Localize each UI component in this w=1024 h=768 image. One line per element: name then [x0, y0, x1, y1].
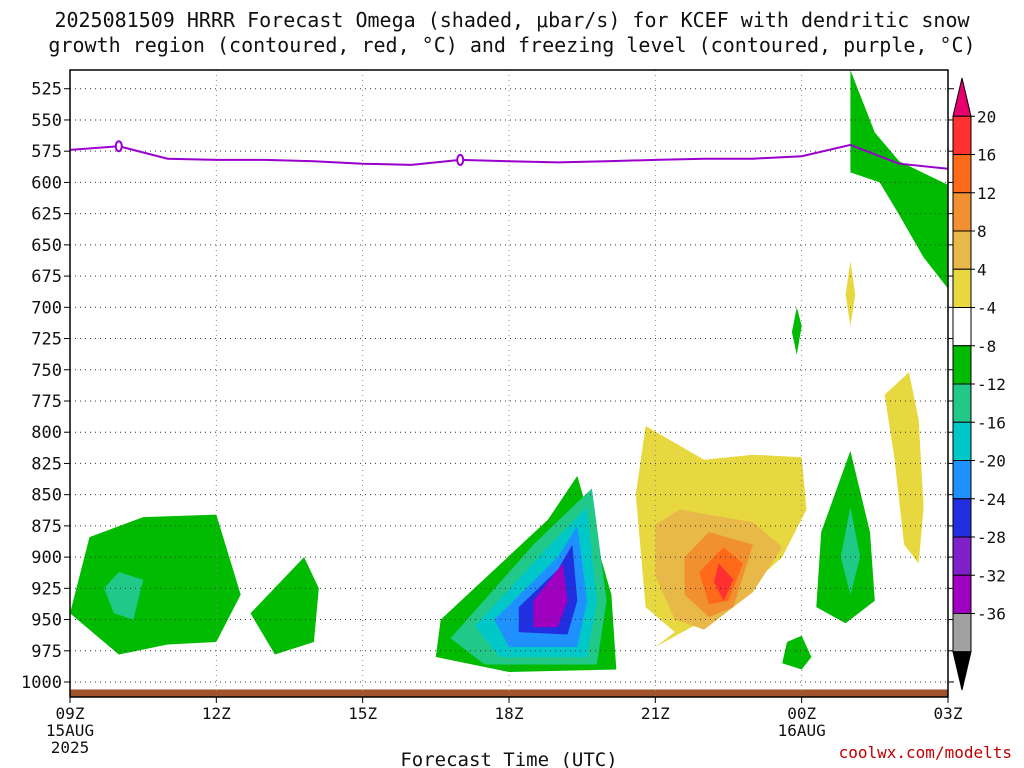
credit-text: coolwx.com/modelts	[838, 743, 1012, 762]
colorbar-swatch	[952, 613, 972, 653]
colorbar-swatch	[952, 498, 972, 538]
y-tick-label: 975	[31, 642, 62, 662]
x-tick-label: 09Z	[56, 704, 85, 723]
omega-region-neg12	[840, 507, 861, 595]
colorbar-label: -24	[977, 490, 1006, 509]
y-tick-label: 925	[31, 579, 62, 599]
omega-region-neg8	[782, 635, 812, 670]
colorbar-label: -8	[977, 337, 996, 356]
x-tick-label: 03Z	[934, 704, 963, 723]
freezing-level-label-mark	[456, 153, 465, 166]
colorbar-label: 4	[977, 260, 987, 279]
y-tick-label: 675	[31, 267, 62, 287]
x-tick-date: 16AUG	[778, 721, 826, 740]
colorbar-label: -28	[977, 528, 1006, 547]
omega-region-neg8	[850, 70, 948, 289]
x-tick-label: 21Z	[641, 704, 670, 723]
colorbar-label: -12	[977, 375, 1006, 394]
y-tick-label: 875	[31, 517, 62, 537]
y-tick-label: 550	[31, 111, 62, 131]
x-tick-year: 2025	[51, 738, 90, 757]
colorbar-label: 12	[977, 184, 996, 203]
freezing-level-line	[70, 143, 948, 170]
omega-region-neg8	[791, 307, 802, 355]
colorbar-swatch	[952, 307, 972, 347]
x-tick-label: 12Z	[202, 704, 231, 723]
colorbar-swatch	[952, 115, 972, 155]
y-tick-label: 625	[31, 205, 62, 225]
colorbar-swatch	[952, 345, 972, 385]
y-tick-label: 700	[31, 298, 62, 318]
colorbar-swatch	[952, 154, 972, 194]
colorbar-swatch	[952, 460, 972, 500]
colorbar-label: -32	[977, 566, 1006, 585]
colorbar-label: 16	[977, 146, 996, 165]
y-tick-label: 825	[31, 454, 62, 474]
colorbar-swatch	[952, 192, 972, 232]
x-tick-label: 15Z	[348, 704, 377, 723]
x-axis-title: Forecast Time (UTC)	[400, 749, 617, 768]
y-tick-label: 1000	[21, 673, 62, 693]
y-tick-label: 800	[31, 423, 62, 443]
colorbar-swatch	[952, 536, 972, 576]
colorbar-label: -36	[977, 605, 1006, 624]
colorbar-swatch	[952, 383, 972, 423]
y-tick-label: 525	[31, 80, 62, 100]
colorbar-swatch	[952, 230, 972, 270]
y-tick-label: 775	[31, 392, 62, 412]
omega-region-pos4	[884, 372, 924, 564]
colorbar-label: 8	[977, 222, 987, 241]
ground-band	[70, 689, 948, 697]
colorbar-label: -4	[977, 299, 996, 318]
colorbar-swatch	[952, 574, 972, 614]
omega-region-neg28	[533, 563, 568, 628]
x-tick-date: 15AUG	[46, 721, 94, 740]
y-tick-label: 575	[31, 142, 62, 162]
chart-title-line1: 2025081509 HRRR Forecast Omega (shaded, …	[54, 8, 970, 32]
plot-area	[70, 70, 948, 697]
colorbar-label: 20	[977, 107, 996, 126]
y-tick-label: 600	[31, 173, 62, 193]
colorbar-swatch	[952, 421, 972, 461]
omega-region-pos20	[713, 563, 734, 601]
y-tick-label: 725	[31, 330, 62, 350]
omega-region-pos4	[845, 261, 856, 326]
omega-region-neg8	[250, 557, 319, 655]
y-tick-label: 850	[31, 486, 62, 506]
y-tick-label: 900	[31, 548, 62, 568]
y-tick-label: 650	[31, 236, 62, 256]
x-tick-label: 00Z	[787, 704, 816, 723]
omega-region-neg8	[70, 514, 241, 655]
freezing-level-label-mark	[114, 140, 123, 153]
colorbar-label: -20	[977, 452, 1006, 471]
omega-region-neg12	[104, 572, 144, 620]
y-tick-label: 950	[31, 611, 62, 631]
colorbar-swatch	[952, 268, 972, 308]
colorbar-label: -16	[977, 413, 1006, 432]
chart-title-line2: growth region (contoured, red, °C) and f…	[48, 33, 976, 57]
x-tick-label: 18Z	[495, 704, 524, 723]
colorbar-cap-top	[952, 77, 972, 117]
y-tick-label: 750	[31, 361, 62, 381]
colorbar-cap-bottom	[952, 651, 972, 691]
